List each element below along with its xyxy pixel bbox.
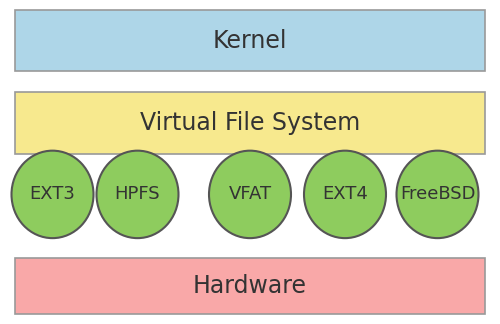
Ellipse shape <box>96 151 178 238</box>
Ellipse shape <box>209 151 291 238</box>
Ellipse shape <box>396 151 478 238</box>
FancyBboxPatch shape <box>15 258 485 314</box>
Ellipse shape <box>12 151 94 238</box>
FancyBboxPatch shape <box>15 10 485 71</box>
FancyBboxPatch shape <box>15 92 485 154</box>
Text: VFAT: VFAT <box>228 185 272 203</box>
Text: EXT3: EXT3 <box>30 185 76 203</box>
Text: Hardware: Hardware <box>193 274 307 298</box>
Ellipse shape <box>304 151 386 238</box>
Text: HPFS: HPFS <box>114 185 160 203</box>
Text: EXT4: EXT4 <box>322 185 368 203</box>
Text: Virtual File System: Virtual File System <box>140 111 360 135</box>
Text: FreeBSD: FreeBSD <box>400 185 475 203</box>
Text: Kernel: Kernel <box>213 29 287 52</box>
